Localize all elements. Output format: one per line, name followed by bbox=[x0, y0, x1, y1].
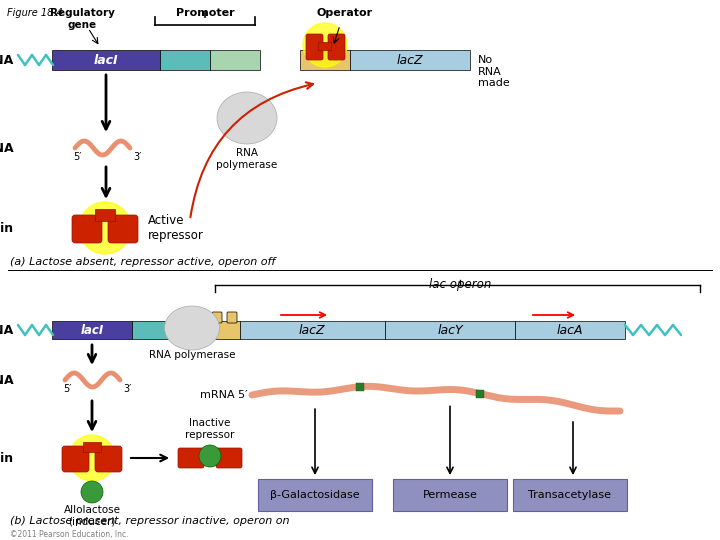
FancyBboxPatch shape bbox=[212, 312, 222, 323]
FancyBboxPatch shape bbox=[515, 321, 625, 339]
FancyBboxPatch shape bbox=[83, 442, 101, 452]
Text: Promoter: Promoter bbox=[176, 8, 234, 18]
Text: Permease: Permease bbox=[423, 490, 477, 500]
Text: lacA: lacA bbox=[557, 323, 583, 336]
FancyBboxPatch shape bbox=[52, 50, 160, 70]
Text: Inactive
repressor: Inactive repressor bbox=[185, 418, 235, 440]
Text: Transacetylase: Transacetylase bbox=[528, 490, 611, 500]
Text: mRNA 5′: mRNA 5′ bbox=[200, 390, 248, 400]
Text: lacI: lacI bbox=[94, 53, 118, 66]
Text: mRNA: mRNA bbox=[0, 374, 14, 387]
Text: Protein: Protein bbox=[0, 221, 14, 234]
Text: lacY: lacY bbox=[437, 323, 463, 336]
Ellipse shape bbox=[217, 92, 277, 144]
FancyBboxPatch shape bbox=[72, 215, 102, 243]
FancyBboxPatch shape bbox=[170, 321, 208, 339]
Text: 3′: 3′ bbox=[123, 384, 131, 394]
Bar bbox=[356, 383, 364, 390]
FancyBboxPatch shape bbox=[318, 42, 331, 50]
Text: Regulatory
gene: Regulatory gene bbox=[50, 8, 114, 30]
Text: (a) Lactose absent, repressor active, operon off: (a) Lactose absent, repressor active, op… bbox=[10, 257, 275, 267]
Text: Active
repressor: Active repressor bbox=[148, 214, 204, 242]
Text: No
RNA
made: No RNA made bbox=[478, 55, 510, 88]
FancyBboxPatch shape bbox=[52, 321, 132, 339]
FancyBboxPatch shape bbox=[258, 479, 372, 511]
FancyBboxPatch shape bbox=[95, 209, 115, 221]
Text: Allolactose
(inducer): Allolactose (inducer) bbox=[63, 505, 120, 526]
Text: lacZ: lacZ bbox=[299, 323, 325, 336]
FancyBboxPatch shape bbox=[108, 215, 138, 243]
FancyBboxPatch shape bbox=[306, 34, 323, 60]
FancyBboxPatch shape bbox=[178, 448, 204, 468]
Text: Figure 18.4: Figure 18.4 bbox=[7, 8, 63, 18]
Text: DNA: DNA bbox=[0, 53, 14, 66]
FancyBboxPatch shape bbox=[513, 479, 627, 511]
FancyBboxPatch shape bbox=[240, 321, 385, 339]
Circle shape bbox=[79, 202, 131, 254]
FancyBboxPatch shape bbox=[62, 446, 89, 472]
FancyBboxPatch shape bbox=[95, 446, 122, 472]
Text: 5′: 5′ bbox=[63, 384, 71, 394]
FancyBboxPatch shape bbox=[393, 479, 507, 511]
Text: RNA polymerase: RNA polymerase bbox=[149, 350, 235, 360]
FancyBboxPatch shape bbox=[328, 34, 345, 60]
Text: RNA
polymerase: RNA polymerase bbox=[217, 148, 278, 170]
Text: mRNA: mRNA bbox=[0, 141, 14, 154]
FancyBboxPatch shape bbox=[210, 50, 260, 70]
Text: DNA: DNA bbox=[0, 323, 14, 336]
Circle shape bbox=[303, 23, 347, 67]
FancyBboxPatch shape bbox=[132, 321, 170, 339]
Text: lac operon: lac operon bbox=[429, 278, 491, 291]
Text: 5′: 5′ bbox=[73, 152, 81, 162]
Ellipse shape bbox=[164, 306, 220, 350]
Text: lacZ: lacZ bbox=[397, 53, 423, 66]
Text: ©2011 Pearson Education, Inc.: ©2011 Pearson Education, Inc. bbox=[10, 530, 128, 539]
Text: (b) Lactose present, repressor inactive, operon on: (b) Lactose present, repressor inactive,… bbox=[10, 516, 289, 526]
Text: Operator: Operator bbox=[317, 8, 373, 18]
FancyBboxPatch shape bbox=[385, 321, 515, 339]
Circle shape bbox=[199, 445, 221, 467]
Text: lacI: lacI bbox=[81, 323, 104, 336]
Circle shape bbox=[81, 481, 103, 503]
Text: 3′: 3′ bbox=[133, 152, 141, 162]
Text: β-Galactosidase: β-Galactosidase bbox=[270, 490, 360, 500]
FancyBboxPatch shape bbox=[227, 312, 237, 323]
FancyBboxPatch shape bbox=[350, 50, 470, 70]
Circle shape bbox=[69, 435, 115, 481]
FancyBboxPatch shape bbox=[300, 50, 350, 70]
FancyBboxPatch shape bbox=[160, 50, 210, 70]
Bar bbox=[476, 389, 484, 397]
FancyBboxPatch shape bbox=[208, 321, 240, 339]
Text: Protein: Protein bbox=[0, 451, 14, 464]
FancyBboxPatch shape bbox=[216, 448, 242, 468]
